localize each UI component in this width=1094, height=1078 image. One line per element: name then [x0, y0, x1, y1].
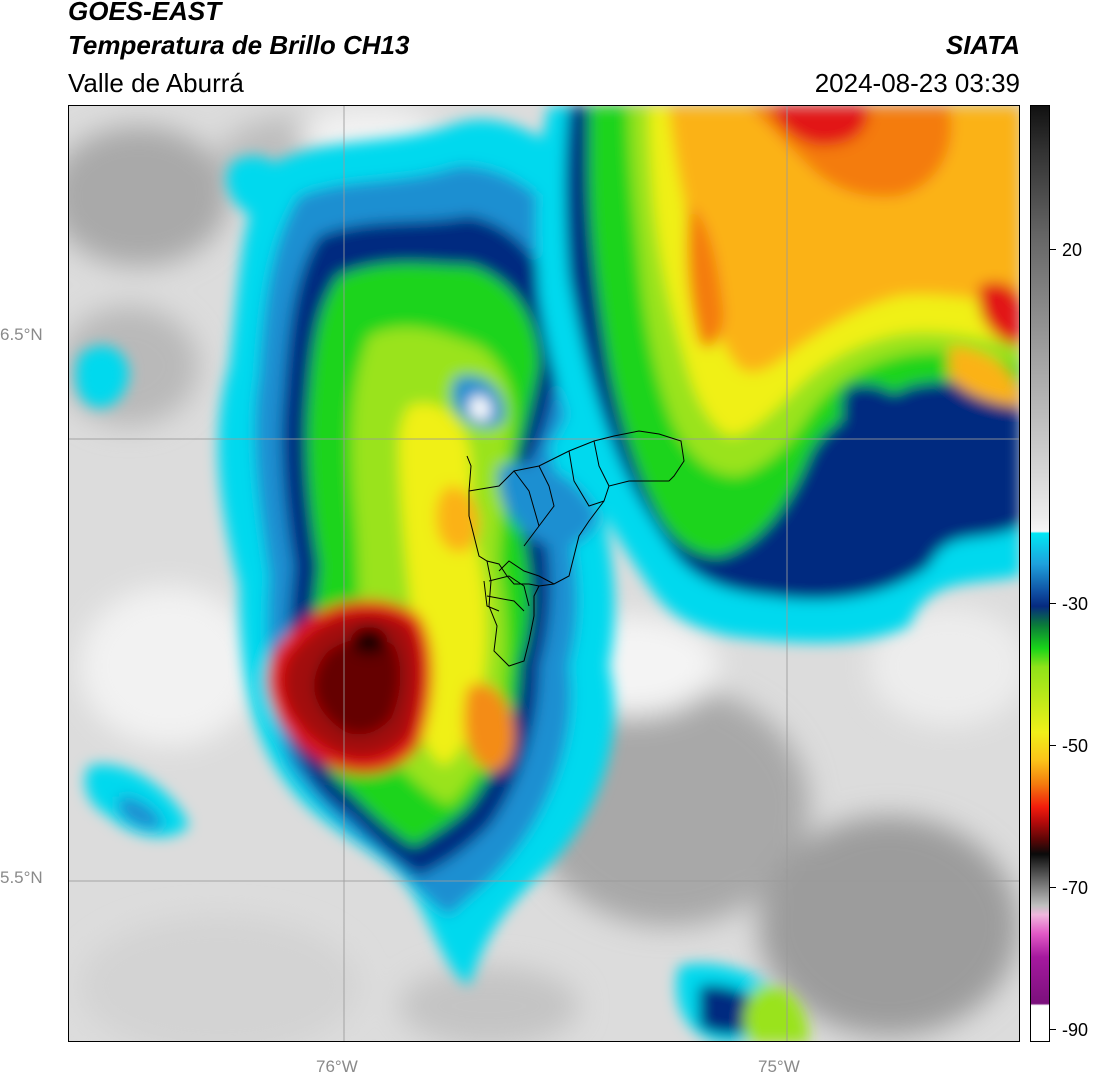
latitude-label-5-5: 5.5°N — [0, 868, 43, 887]
colorbar-label-minus-70: -70 — [1062, 878, 1089, 898]
colorbar-tick — [1050, 603, 1056, 604]
cloud-top-contours — [75, 106, 1019, 1041]
satellite-map[interactable] — [68, 105, 1020, 1042]
product-title: Temperatura de Brillo CH13 — [68, 30, 410, 60]
colorbar-tick — [1050, 249, 1056, 250]
satellite-title: GOES-EAST — [68, 0, 222, 26]
organization-label: SIATA — [945, 30, 1020, 60]
timestamp-label: 2024-08-23 03:39 — [814, 68, 1020, 98]
municipality-boundaries — [466, 430, 685, 667]
map-canvas — [69, 106, 1019, 1041]
longitude-label-75w: 75°W — [758, 1057, 800, 1076]
colorbar-label-minus-90: -90 — [1062, 1020, 1089, 1040]
longitude-label-76w: 76°W — [316, 1057, 358, 1076]
colorbar-tick — [1050, 1029, 1056, 1030]
temperature-colorbar — [1030, 105, 1050, 1042]
region-title: Valle de Aburrá — [68, 68, 244, 98]
colorbar-label-minus-30: -30 — [1062, 594, 1089, 614]
latitude-label-6-5: 6.5°N — [0, 325, 43, 344]
gridlines — [69, 106, 1019, 1041]
colorbar-tick — [1050, 887, 1056, 888]
colorbar-tick — [1050, 745, 1056, 746]
colorbar-label-minus-50: -50 — [1062, 736, 1089, 756]
colorbar-label-20: 20 — [1062, 240, 1083, 260]
